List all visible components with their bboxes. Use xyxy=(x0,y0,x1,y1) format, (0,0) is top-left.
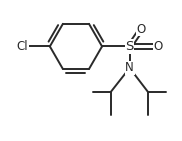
Text: Cl: Cl xyxy=(16,40,28,53)
Text: O: O xyxy=(136,23,146,36)
Text: O: O xyxy=(153,40,162,53)
Text: S: S xyxy=(125,40,134,53)
Text: N: N xyxy=(125,61,134,74)
